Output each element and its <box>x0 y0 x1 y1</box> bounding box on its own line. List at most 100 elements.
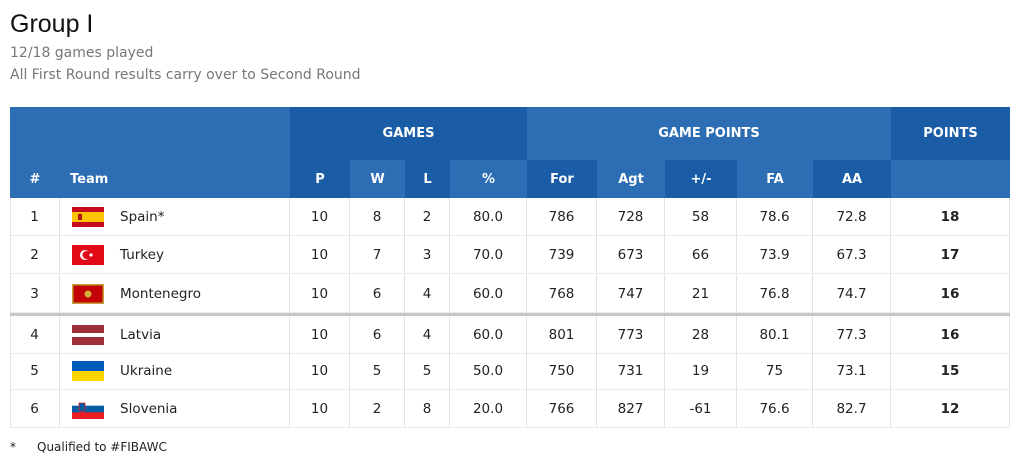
table-cell: 6 <box>10 390 60 428</box>
table-cell: 10 <box>290 236 350 274</box>
team-name: Slovenia <box>60 390 290 428</box>
table-cell: 6 <box>350 275 405 313</box>
table-cell: 5 <box>10 352 60 390</box>
team-name: Montenegro <box>60 275 290 313</box>
table-cell: 766 <box>527 390 597 428</box>
column-header: AA <box>813 160 891 198</box>
table-cell: -61 <box>665 390 737 428</box>
table-cell: 16 <box>891 275 1010 313</box>
column-header: FA <box>737 160 813 198</box>
qualification-separator <box>10 313 1010 316</box>
table-cell: 70.0 <box>450 236 527 274</box>
table-cell: 2 <box>350 390 405 428</box>
table-cell: 58 <box>665 198 737 236</box>
table-cell: 66 <box>665 236 737 274</box>
flag <box>72 325 104 345</box>
table-cell: 19 <box>665 352 737 390</box>
table-cell: 60.0 <box>450 316 527 354</box>
table-cell: 5 <box>350 352 405 390</box>
column-header-blank <box>891 160 1010 198</box>
group-header: GAME POINTS <box>527 107 891 160</box>
flag <box>72 361 104 381</box>
flag <box>72 284 104 304</box>
table-cell: 50.0 <box>450 352 527 390</box>
table-cell: 4 <box>405 275 450 313</box>
table-cell: 10 <box>290 198 350 236</box>
column-header: % <box>450 160 527 198</box>
column-header: L <box>405 160 450 198</box>
table-cell: 10 <box>290 390 350 428</box>
column-header: W <box>350 160 405 198</box>
table-cell: 73.1 <box>813 352 891 390</box>
table-cell: 827 <box>597 390 665 428</box>
table-cell: 2 <box>405 198 450 236</box>
table-cell: 72.8 <box>813 198 891 236</box>
table-cell: 16 <box>891 316 1010 354</box>
team-name: Spain* <box>60 198 290 236</box>
table-cell: 28 <box>665 316 737 354</box>
table-cell: 768 <box>527 275 597 313</box>
table-cell: 20.0 <box>450 390 527 428</box>
table-cell: 21 <box>665 275 737 313</box>
table-cell: 8 <box>405 390 450 428</box>
column-header: Team <box>60 160 290 198</box>
column-header: P <box>290 160 350 198</box>
table-cell: 10 <box>290 275 350 313</box>
table-cell: 78.6 <box>737 198 813 236</box>
footnote-symbol: * <box>10 440 16 454</box>
table-cell: 80.0 <box>450 198 527 236</box>
table-cell: 4 <box>405 316 450 354</box>
table-cell: 739 <box>527 236 597 274</box>
footnote-text: Qualified to #FIBAWC <box>37 440 167 454</box>
flag <box>72 207 104 227</box>
table-cell: 77.3 <box>813 316 891 354</box>
flag <box>72 399 104 419</box>
table-cell: 731 <box>597 352 665 390</box>
table-cell: 2 <box>10 236 60 274</box>
table-cell: 76.8 <box>737 275 813 313</box>
table-cell: 4 <box>10 316 60 354</box>
table-cell: 801 <box>527 316 597 354</box>
title: Group I <box>10 10 94 38</box>
table-cell: 6 <box>350 316 405 354</box>
team-name: Latvia <box>60 316 290 354</box>
table-cell: 17 <box>891 236 1010 274</box>
table-cell: 18 <box>891 198 1010 236</box>
table-cell: 80.1 <box>737 316 813 354</box>
team-name: Ukraine <box>60 352 290 390</box>
flag <box>72 245 104 265</box>
column-header: +/- <box>665 160 737 198</box>
table-cell: 12 <box>891 390 1010 428</box>
note: All First Round results carry over to Se… <box>10 67 361 83</box>
column-header: # <box>10 160 60 198</box>
group-header: GAMES <box>290 107 527 160</box>
column-header: For <box>527 160 597 198</box>
table-cell: 60.0 <box>450 275 527 313</box>
group-header: POINTS <box>891 107 1010 160</box>
table-cell: 3 <box>10 275 60 313</box>
table-cell: 5 <box>405 352 450 390</box>
header-blank <box>10 107 290 160</box>
table-cell: 82.7 <box>813 390 891 428</box>
table-cell: 74.7 <box>813 275 891 313</box>
table-cell: 10 <box>290 352 350 390</box>
table-cell: 728 <box>597 198 665 236</box>
table-cell: 3 <box>405 236 450 274</box>
table-cell: 747 <box>597 275 665 313</box>
table-cell: 1 <box>10 198 60 236</box>
table-cell: 15 <box>891 352 1010 390</box>
table-cell: 8 <box>350 198 405 236</box>
team-name: Turkey <box>60 236 290 274</box>
table-cell: 773 <box>597 316 665 354</box>
table-cell: 76.6 <box>737 390 813 428</box>
table-cell: 786 <box>527 198 597 236</box>
table-cell: 10 <box>290 316 350 354</box>
table-cell: 67.3 <box>813 236 891 274</box>
table-cell: 7 <box>350 236 405 274</box>
table-cell: 673 <box>597 236 665 274</box>
subtitle: 12/18 games played <box>10 45 154 61</box>
table-cell: 73.9 <box>737 236 813 274</box>
table-cell: 750 <box>527 352 597 390</box>
